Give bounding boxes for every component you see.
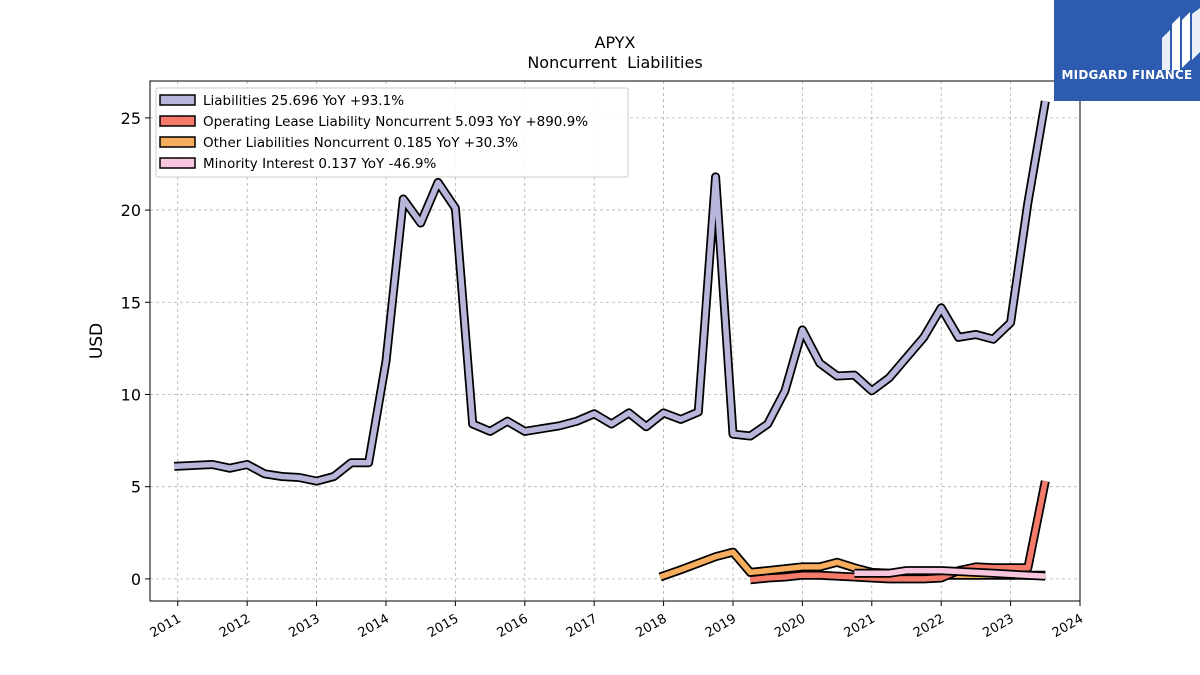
series-line (854, 566, 1046, 581)
series-stroke (750, 480, 1048, 583)
brand-mark-icon (1162, 8, 1200, 70)
x-tick-label: 2011 (148, 611, 184, 641)
legend-label: Liabilities 25.696 YoY +93.1% (203, 93, 404, 109)
y-tick-label: 5 (131, 478, 141, 497)
legend-label: Minority Interest 0.137 YoY -46.9% (203, 156, 437, 172)
legend-label: Operating Lease Liability Noncurrent 5.0… (203, 114, 588, 130)
x-tick-label: 2015 (425, 611, 461, 641)
series-line (749, 480, 1050, 585)
y-tick-label: 25 (121, 109, 141, 128)
y-tick-label: 0 (131, 570, 141, 589)
x-tick-label: 2018 (633, 611, 669, 641)
series-stroke (854, 567, 1046, 579)
x-tick-label: 2022 (911, 611, 947, 641)
x-tick-label: 2016 (495, 611, 531, 641)
brand-name: MIDGARD FINANCE (1061, 68, 1193, 82)
plot-area-frame (149, 80, 1081, 602)
chart-subtitle: Noncurrent Liabilities (527, 53, 702, 72)
x-axis: 2011 2012 2013 2014 2015 2016 2017 2018 2019 2020… (148, 601, 1086, 641)
x-tick-label: 2014 (356, 611, 392, 641)
legend-swatch (159, 94, 196, 106)
y-tick-label: 10 (121, 385, 141, 404)
x-tick-label: 2020 (772, 611, 808, 641)
y-axis: 0 5 10 15 20 25 (121, 109, 150, 589)
x-tick-label: 2023 (980, 611, 1016, 641)
y-tick-label: 20 (121, 201, 141, 220)
y-axis-label: USD (87, 323, 107, 359)
brand-logo: MIDGARD FINANCE (1054, 0, 1200, 101)
legend-label: Other Liabilities Noncurrent 0.185 YoY +… (203, 135, 518, 151)
x-tick-label: 2017 (564, 611, 600, 641)
legend: Liabilities 25.696 YoY +93.1% Operating L… (155, 87, 629, 178)
x-tick-label: 2012 (217, 611, 253, 641)
x-tick-label: 2013 (286, 611, 322, 641)
legend-swatch (159, 136, 196, 148)
x-tick-label: 2021 (842, 611, 878, 641)
series-layer (174, 100, 1050, 585)
legend-frame (155, 87, 629, 178)
x-tick-label: 2019 (703, 611, 739, 641)
series-stroke (174, 100, 1049, 484)
legend-swatch (159, 115, 196, 127)
chart-title: APYX (595, 33, 636, 52)
x-tick-label: 2024 (1050, 611, 1086, 641)
legend-swatch (159, 157, 196, 169)
y-tick-label: 15 (121, 293, 141, 312)
series-line (174, 100, 1050, 486)
